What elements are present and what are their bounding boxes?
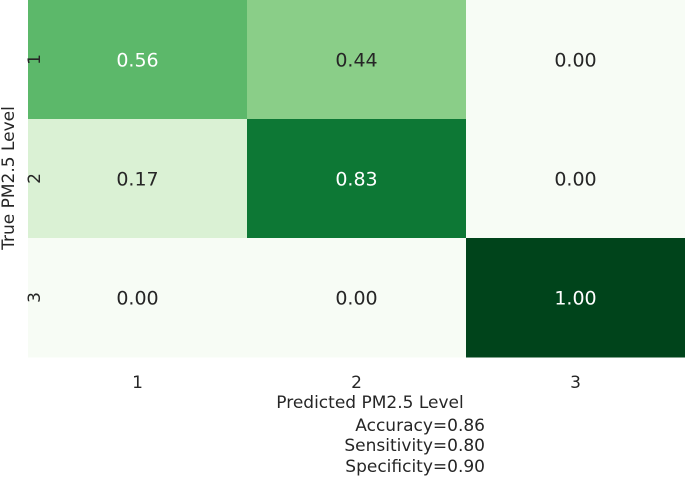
heatmap-cell-labels: 0.56 0.44 0.00 0.17 0.83 0.00 0.00 0.00 1.00	[116, 50, 596, 310]
metrics-annotations: Accuracy=0.86 Sensitivity=0.80 Specifici…	[344, 416, 485, 477]
heatmap-value-r3-c3: 1.00	[554, 288, 596, 310]
heatmap-value-r1-c3: 0.00	[554, 50, 596, 72]
heatmap-value-r2-c3: 0.00	[554, 169, 596, 191]
x-tick-label: 2	[351, 373, 362, 393]
heatmap-value-r1-c2: 0.44	[335, 50, 377, 72]
heatmap-cell-r2-c1	[28, 119, 248, 239]
x-tick-label: 3	[570, 373, 581, 393]
heatmap-value-r3-c2: 0.00	[335, 288, 377, 310]
heatmap-cell-r1-c3	[466, 0, 685, 120]
specificity-annotation: Specificity=0.90	[345, 457, 485, 477]
heatmap-cells	[28, 0, 685, 358]
heatmap-value-r2-c2: 0.83	[335, 169, 377, 191]
x-axis-tick-labels: 1 2 3	[132, 373, 581, 393]
x-axis-label: Predicted PM2.5 Level	[276, 393, 463, 413]
accuracy-annotation: Accuracy=0.86	[355, 416, 485, 436]
heatmap-value-r3-c1: 0.00	[116, 288, 158, 310]
heatmap-cell-r2-c3	[466, 119, 685, 239]
heatmap-cell-r1-c2	[247, 0, 467, 120]
heatmap-cell-r3-c2	[247, 238, 467, 358]
y-axis-label: True PM2.5 Level	[0, 106, 19, 251]
heatmap-value-r2-c1: 0.17	[116, 169, 158, 191]
heatmap-cell-r1-c1	[28, 0, 248, 120]
heatmap-value-r1-c1: 0.56	[116, 50, 158, 72]
heatmap-cell-r2-c2	[247, 119, 467, 239]
y-tick-label: 2	[25, 173, 45, 184]
y-tick-label: 1	[25, 54, 45, 65]
heatmap-cell-r3-c1	[28, 238, 248, 358]
x-tick-label: 1	[132, 373, 143, 393]
sensitivity-annotation: Sensitivity=0.80	[344, 436, 485, 456]
heatmap-cell-r3-c3	[466, 238, 685, 358]
y-axis-tick-labels: 1 2 3	[25, 54, 45, 303]
y-tick-label: 3	[25, 292, 45, 303]
